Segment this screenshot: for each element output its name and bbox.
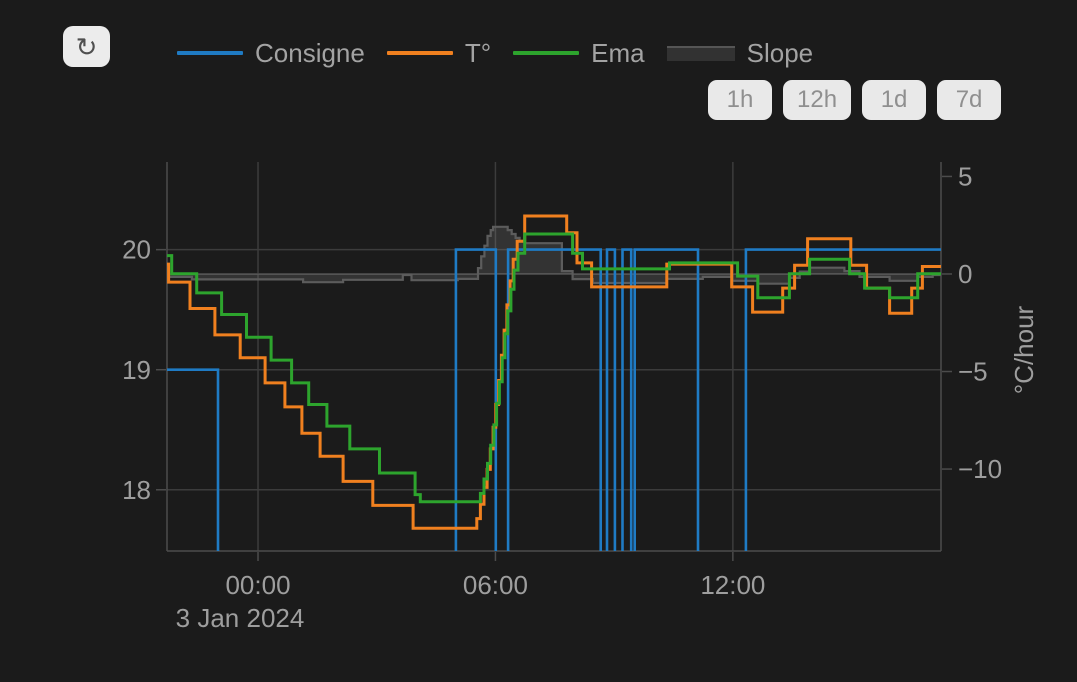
slope-fill-swatch <box>666 45 735 61</box>
consigne-line-swatch <box>177 51 243 55</box>
time-range-buttons: 1h 12h 1d 7d <box>708 80 1002 120</box>
range-button-12h[interactable]: 12h <box>783 80 852 120</box>
legend-item-ema[interactable]: Ema <box>513 37 645 69</box>
legend-label: Consigne <box>255 37 365 68</box>
ema-line-swatch <box>513 51 580 55</box>
ema-series-line <box>167 232 941 504</box>
x-tick-label: 06:00 <box>463 570 528 600</box>
x-tick-label: 00:00 <box>225 570 290 600</box>
t-series-line <box>167 214 941 530</box>
refresh-button[interactable]: ↻ <box>63 26 110 67</box>
y-left-tick-label: 20 <box>122 235 151 265</box>
y-right-axis-title: °C/hour <box>1009 305 1039 394</box>
x-axis-date-label: 3 Jan 2024 <box>176 603 305 633</box>
legend-label: Slope <box>746 37 814 68</box>
slope-area-fill <box>167 226 941 284</box>
chart-legend: Consigne T° Ema Slope <box>177 37 814 69</box>
legend-item-temperature[interactable]: T° <box>386 37 492 69</box>
y-right-tick-label: −5 <box>958 357 988 387</box>
x-tick-label: 12:00 <box>700 570 765 600</box>
range-button-1h[interactable]: 1h <box>708 80 772 120</box>
legend-item-consigne[interactable]: Consigne <box>177 38 365 69</box>
y-right-tick-label: 0 <box>958 259 972 289</box>
legend-label: Ema <box>591 37 645 68</box>
consigne-series-line <box>167 248 941 551</box>
series-group <box>167 214 941 551</box>
temperature-line-swatch <box>386 51 453 55</box>
y-right-tick-label: −10 <box>958 454 1002 484</box>
legend-item-slope[interactable]: Slope <box>666 37 814 69</box>
y-left-tick-label: 18 <box>122 475 151 505</box>
legend-label: T° <box>464 37 492 68</box>
range-button-7d[interactable]: 7d <box>937 80 1002 120</box>
refresh-icon: ↻ <box>75 31 98 62</box>
y-right-tick-label: 5 <box>958 162 972 192</box>
y-left-tick-label: 19 <box>122 355 151 385</box>
range-button-1d[interactable]: 1d <box>862 80 927 120</box>
